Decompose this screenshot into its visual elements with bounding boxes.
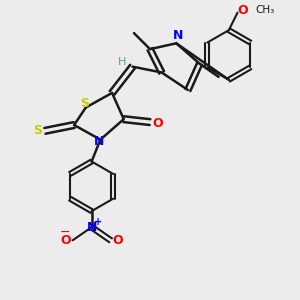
Text: O: O (60, 234, 71, 247)
Text: S: S (80, 97, 89, 110)
Text: O: O (152, 117, 163, 130)
Text: −: − (60, 226, 70, 238)
Text: +: + (94, 217, 102, 227)
Text: O: O (112, 234, 123, 247)
Text: H: H (118, 57, 127, 67)
Text: O: O (238, 4, 248, 17)
Text: N: N (172, 29, 183, 43)
Text: S: S (33, 124, 42, 137)
Text: N: N (86, 221, 97, 234)
Text: N: N (94, 135, 104, 148)
Text: CH₃: CH₃ (256, 5, 275, 15)
